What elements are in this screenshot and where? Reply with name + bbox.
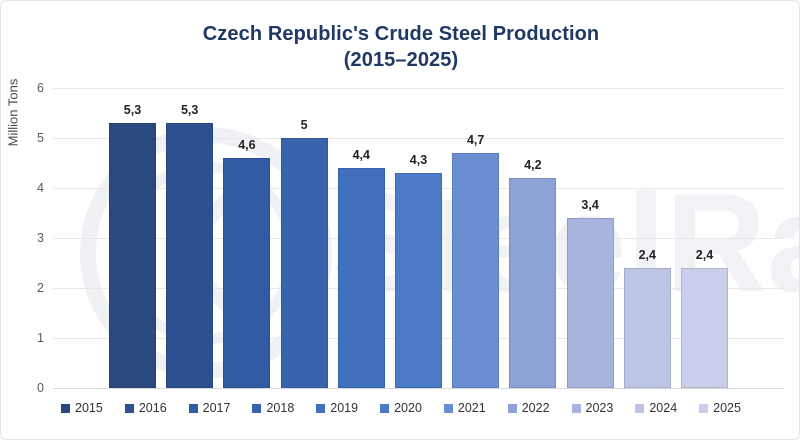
bar-value-label: 5,3: [123, 103, 142, 117]
y-axis-tick-label: 6: [37, 81, 44, 95]
legend-item-2025[interactable]: 2025: [699, 401, 741, 415]
bar-value-label: 3,4: [581, 198, 599, 212]
legend-label: 2015: [75, 401, 103, 415]
legend-swatch-icon: [316, 403, 326, 413]
bar-value-label: 4,2: [524, 158, 542, 172]
legend-label: 2019: [330, 401, 359, 415]
bar-2025[interactable]: [681, 268, 728, 388]
bar-2019[interactable]: [337, 168, 385, 388]
bar-value-label: 4,6: [238, 138, 256, 152]
gridline: [53, 88, 784, 89]
bar-2021[interactable]: [452, 153, 500, 388]
y-axis-tick-label: 0: [37, 381, 44, 395]
legend-label: 2020: [394, 401, 422, 415]
bar-2023[interactable]: [566, 218, 614, 388]
bar-2024[interactable]: [623, 268, 671, 388]
bar-value-label: 4,7: [466, 133, 485, 147]
legend-label: 2021: [457, 401, 486, 415]
legend-swatch-icon: [699, 403, 709, 413]
legend-item-2015[interactable]: 2015: [61, 401, 103, 415]
y-axis-title: Million Tons: [5, 78, 21, 147]
legend-item-2023[interactable]: 2023: [571, 401, 614, 415]
title-line-1: Czech Republic's Crude Steel Production: [202, 23, 600, 45]
y-axis-tick-label: 3: [37, 231, 44, 245]
legend-swatch-icon: [571, 403, 581, 413]
legend-item-2017[interactable]: 2017: [188, 401, 231, 415]
legend-swatch-icon: [635, 403, 645, 413]
legend-swatch-icon: [380, 403, 390, 413]
legend-label: 2017: [202, 401, 231, 415]
bar-2018[interactable]: [280, 138, 328, 388]
legend-label: 2022: [521, 401, 550, 415]
bar-value-label: 4,4: [352, 148, 370, 162]
bar-2017[interactable]: [223, 158, 271, 388]
bar-value-label: 4,3: [409, 153, 428, 167]
y-axis-tick-label: 1: [37, 331, 44, 345]
legend-swatch-icon: [61, 403, 71, 413]
legend-swatch-icon: [124, 403, 134, 413]
bar-value-label: 2,4: [695, 248, 714, 262]
legend-item-2016[interactable]: 2016: [124, 401, 167, 415]
legend-label: 2016: [138, 401, 167, 415]
bar-2015[interactable]: [109, 123, 156, 388]
legend-swatch-icon: [252, 403, 262, 413]
y-axis-tick-label: 2: [37, 281, 44, 295]
legend-swatch-icon: [188, 403, 198, 413]
legend-label: 2023: [585, 401, 614, 415]
legend-swatch-icon: [507, 403, 517, 413]
gridline: [53, 138, 784, 139]
bar-2020[interactable]: [395, 173, 442, 388]
legend: 2015 2016 2017 2018 2019 2020 2021 2022 2023 2024…: [1, 401, 799, 415]
plot-area: [53, 88, 784, 389]
title-line-2: (2015–2025): [343, 49, 459, 71]
y-axis-tick-label: 5: [37, 131, 44, 145]
legend-label: 2024: [649, 401, 678, 415]
bar-2022[interactable]: [509, 178, 557, 388]
legend-item-2022[interactable]: 2022: [507, 401, 550, 415]
legend-item-2019[interactable]: 2019: [316, 401, 358, 415]
legend-label: 2025: [713, 401, 741, 415]
y-axis-tick-label: 4: [37, 181, 44, 195]
legend-item-2021[interactable]: 2021: [443, 401, 486, 415]
legend-item-2020[interactable]: 2020: [380, 401, 422, 415]
legend-label: 2018: [266, 401, 295, 415]
legend-item-2024[interactable]: 2024: [635, 401, 677, 415]
bar-value-label: 5,3: [180, 103, 199, 117]
bar-value-label: 2,4: [638, 248, 656, 262]
page-title: Czech Republic's Crude Steel Production …: [1, 21, 799, 73]
legend-item-2018[interactable]: 2018: [252, 401, 294, 415]
gridline: [53, 388, 784, 389]
legend-swatch-icon: [443, 403, 453, 413]
bar-value-label: 5: [300, 118, 308, 132]
bar-2016[interactable]: [166, 123, 214, 388]
